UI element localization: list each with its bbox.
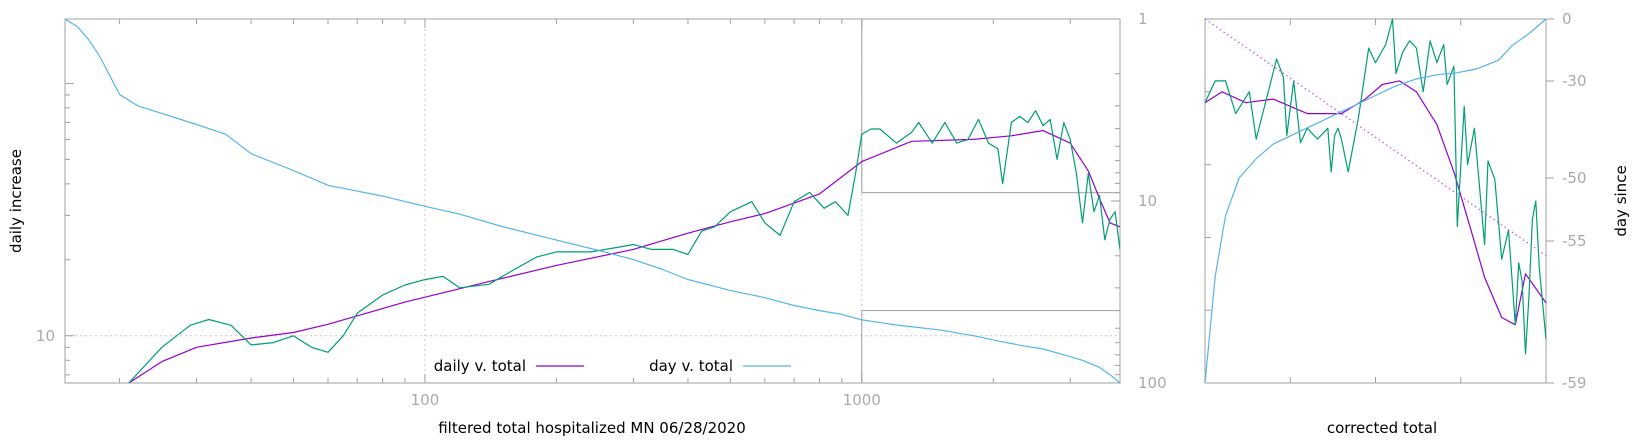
- daily-fit-line: [128, 130, 1120, 383]
- right-fit-line: [1204, 80, 1547, 326]
- inset-box: [861, 310, 1121, 384]
- right-y2-tick-label: -55: [1562, 232, 1587, 250]
- legend-label-day: day v. total: [649, 357, 733, 375]
- right-y2-tick-label: -59: [1562, 374, 1587, 392]
- y2-tick-label: 10: [1138, 192, 1157, 210]
- x-axis-label: filtered total hospitalized MN 06/28/202…: [438, 419, 746, 437]
- right-y2-tick-label: -50: [1562, 169, 1587, 187]
- y-tick-label: 10: [36, 327, 55, 345]
- right-plot-frame: [1204, 18, 1547, 384]
- right-raw-line: [1204, 18, 1547, 355]
- secondary-plot: 0 -30 -50 -55 -59: [1204, 10, 1587, 392]
- right-y2-axis-label: day since: [1612, 165, 1630, 236]
- x-tick-label: 100: [411, 391, 440, 409]
- inset-box: [861, 18, 1121, 194]
- right-x-axis-label: corrected total: [1327, 419, 1437, 437]
- plot-frame: [64, 18, 1121, 384]
- daily-raw-line: [128, 110, 1120, 383]
- y2-tick-label: 100: [1138, 374, 1167, 392]
- x-tick-label: 1000: [843, 391, 881, 409]
- legend-label-daily: daily v. total: [434, 357, 526, 375]
- right-day-line: [1204, 18, 1547, 384]
- right-y2-tick-label: -30: [1562, 72, 1587, 90]
- y-axis-label: daily increase: [7, 149, 25, 253]
- y2-tick-label: 1: [1138, 10, 1148, 28]
- right-y2-tick-label: 0: [1562, 10, 1572, 28]
- main-plot: 100 1000 10 1 10 100: [36, 10, 1167, 409]
- legend: daily v. total day v. total: [434, 357, 791, 375]
- day-vs-total-line: [65, 19, 1120, 383]
- right-dotted-line: [1204, 18, 1547, 257]
